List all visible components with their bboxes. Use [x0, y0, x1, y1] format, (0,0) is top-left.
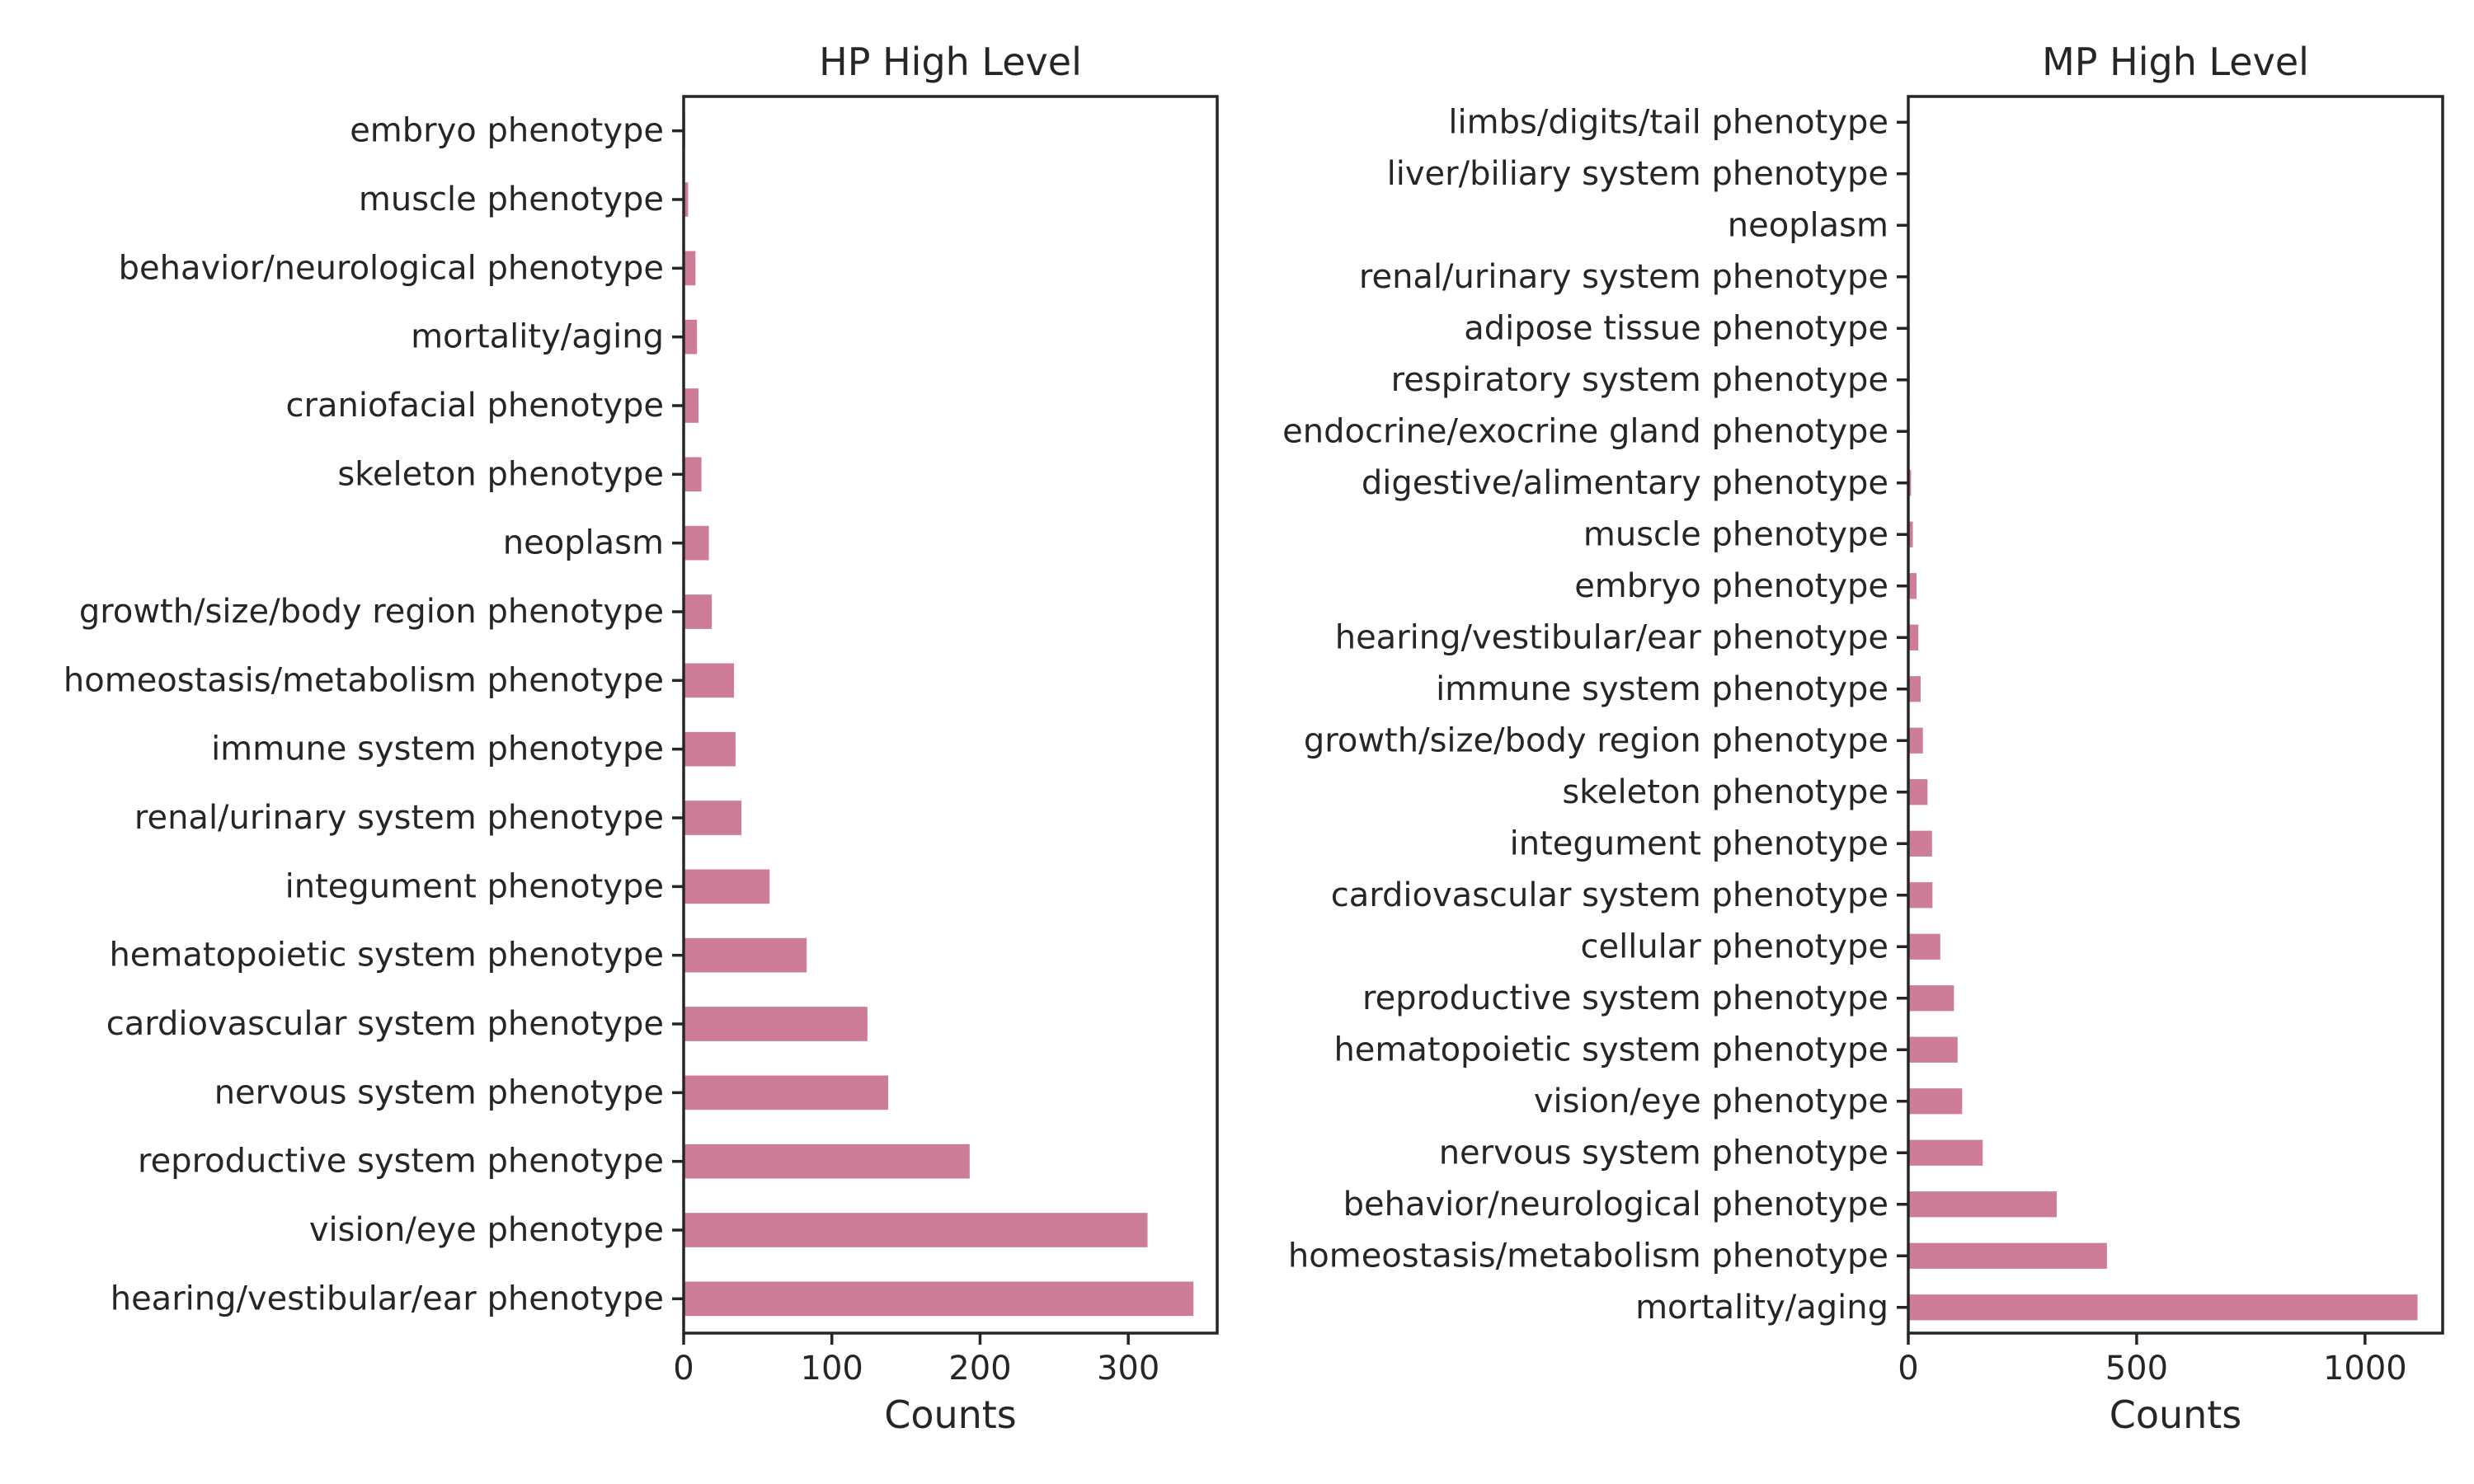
- mp-bar: [1908, 1036, 1958, 1063]
- hp-bar: [684, 594, 713, 629]
- mp-x-axis-label: Counts: [2109, 1392, 2242, 1437]
- mp-category-label: liver/biliary system phenotype: [1387, 155, 1888, 193]
- mp-category-label: adipose tissue phenotype: [1464, 309, 1888, 347]
- hp-category-label: nervous system phenotype: [214, 1073, 664, 1111]
- hp-bar: [684, 801, 742, 835]
- mp-category-label: vision/eye phenotype: [1534, 1082, 1888, 1120]
- hp-category-label: cardiovascular system phenotype: [106, 1005, 664, 1043]
- mp-bar: [1908, 779, 1928, 805]
- mp-x-tick-label: 0: [1898, 1350, 1918, 1388]
- hp-bar: [684, 937, 807, 973]
- mp-bar: [1908, 727, 1923, 754]
- mp-bar: [1908, 985, 1954, 1012]
- mp-bar: [1908, 830, 1932, 857]
- hp-category-label: skeleton phenotype: [337, 455, 664, 493]
- mp-category-label: growth/size/body region phenotype: [1304, 721, 1888, 759]
- mp-bar: [1908, 1191, 2057, 1218]
- hp-bar: [684, 1075, 889, 1111]
- hp-bar: [684, 182, 689, 217]
- mp-bar: [1908, 676, 1921, 702]
- hp-category-label: vision/eye phenotype: [309, 1211, 664, 1249]
- hp-category-label: homeostasis/metabolism phenotype: [63, 661, 664, 699]
- mp-category-label: digestive/alimentary phenotype: [1362, 464, 1888, 502]
- mp-category-label: homeostasis/metabolism phenotype: [1288, 1237, 1888, 1275]
- mp-category-label: mortality/aging: [1635, 1289, 1888, 1327]
- mp-x-tick-label: 500: [2105, 1350, 2168, 1388]
- mp-category-label: embryo phenotype: [1574, 567, 1888, 605]
- hp-plot-frame: [682, 95, 1219, 1335]
- mp-bar: [1908, 624, 1919, 650]
- hp-bar: [684, 1144, 970, 1179]
- mp-bar: [1908, 521, 1913, 547]
- mp-chart-title: MP High Level: [2042, 40, 2309, 84]
- mp-bar: [1908, 1088, 1963, 1115]
- mp-category-label: integument phenotype: [1510, 824, 1888, 862]
- mp-category-label: hematopoietic system phenotype: [1333, 1031, 1888, 1068]
- hp-x-tick-label: 300: [1097, 1350, 1159, 1388]
- mp-bar: [1908, 1294, 2418, 1321]
- mp-category-label: hearing/vestibular/ear phenotype: [1335, 618, 1888, 656]
- hp-category-label: renal/urinary system phenotype: [134, 799, 664, 837]
- hp-panel: HP High Level embryo phenotype muscle phen…: [63, 40, 1219, 1437]
- mp-category-label: immune system phenotype: [1436, 670, 1888, 708]
- mp-bar: [1908, 933, 1940, 960]
- hp-category-label: behavior/neurological phenotype: [119, 249, 664, 287]
- hp-bar: [684, 1007, 868, 1041]
- hp-category-label: craniofacial phenotype: [286, 387, 664, 425]
- hp-x-axis-label: Counts: [884, 1392, 1017, 1437]
- hp-category-label: mortality/aging: [411, 318, 664, 356]
- hp-category-label: integument phenotype: [285, 867, 664, 905]
- hp-category-label: growth/size/body region phenotype: [79, 593, 664, 631]
- mp-category-label: behavior/neurological phenotype: [1343, 1186, 1888, 1223]
- hp-category-label: muscle phenotype: [359, 181, 664, 218]
- hp-category-label: neoplasm: [503, 524, 664, 562]
- mp-category-label: cellular phenotype: [1581, 928, 1889, 965]
- mp-category-label: limbs/digits/tail phenotype: [1448, 103, 1888, 141]
- hp-bar: [684, 869, 770, 904]
- hp-category-label: embryo phenotype: [350, 112, 664, 150]
- mp-plot-frame: [1907, 95, 2444, 1335]
- hp-bar: [684, 525, 709, 561]
- mp-category-label: nervous system phenotype: [1439, 1134, 1888, 1172]
- hp-bar: [684, 457, 702, 492]
- hp-x-tick-label: 0: [673, 1350, 694, 1388]
- hp-category-label: hematopoietic system phenotype: [109, 937, 664, 974]
- hp-category-label: reproductive system phenotype: [138, 1143, 664, 1181]
- mp-category-label: reproductive system phenotype: [1362, 979, 1888, 1017]
- hp-category-label: immune system phenotype: [211, 730, 664, 768]
- mp-category-label: muscle phenotype: [1583, 515, 1888, 553]
- hp-bar: [684, 388, 698, 423]
- mp-category-label: endocrine/exocrine gland phenotype: [1282, 412, 1888, 450]
- hp-category-label: hearing/vestibular/ear phenotype: [111, 1280, 664, 1317]
- hp-bar: [684, 1281, 1194, 1317]
- mp-category-label: renal/urinary system phenotype: [1359, 258, 1888, 296]
- hp-bar: [684, 731, 736, 767]
- hp-bar: [684, 251, 696, 286]
- mp-category-label: respiratory system phenotype: [1391, 361, 1888, 399]
- mp-category-label: skeleton phenotype: [1562, 773, 1888, 811]
- mp-bar: [1908, 882, 1933, 909]
- hp-bar: [684, 1213, 1148, 1247]
- hp-bar: [684, 663, 735, 698]
- mp-x-tick-label: 1000: [2323, 1350, 2407, 1388]
- mp-bar: [1908, 573, 1917, 599]
- hp-x-tick-label: 200: [948, 1350, 1011, 1388]
- hp-chart-title: HP High Level: [819, 40, 1082, 84]
- mp-category-label: cardiovascular system phenotype: [1331, 876, 1888, 914]
- hp-x-tick-label: 100: [801, 1350, 863, 1388]
- mp-bar: [1908, 1242, 2107, 1269]
- hp-bar: [684, 319, 698, 355]
- mp-category-label: neoplasm: [1728, 206, 1888, 244]
- mp-bar: [1908, 1139, 1983, 1166]
- mp-panel: MP High Level limbs/digits/tail phenotype…: [1282, 40, 2444, 1437]
